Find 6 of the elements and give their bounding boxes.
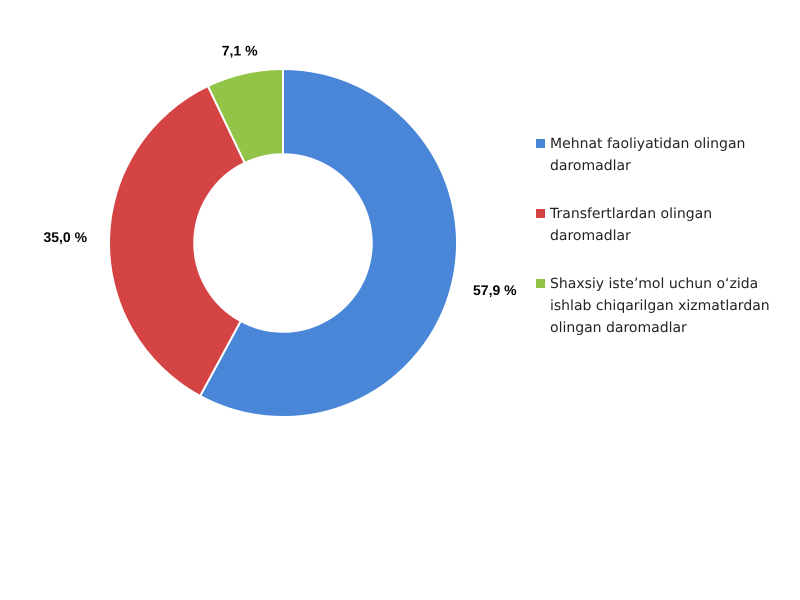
legend-label: Shaxsiy iste’mol uchun o‘zida ishlab chiqarilgan xizmatlardan olingan daromadlar [550,275,771,338]
legend-label: Transfertlardan olingan daromadlar [550,205,714,246]
data-label: 35,0 % [43,228,88,245]
data-label: 57,9 % [472,282,518,298]
data-label: 7,1 % [222,42,258,59]
legend-label: Mehnat faoliyatidan olingan daromadlar [550,135,746,176]
